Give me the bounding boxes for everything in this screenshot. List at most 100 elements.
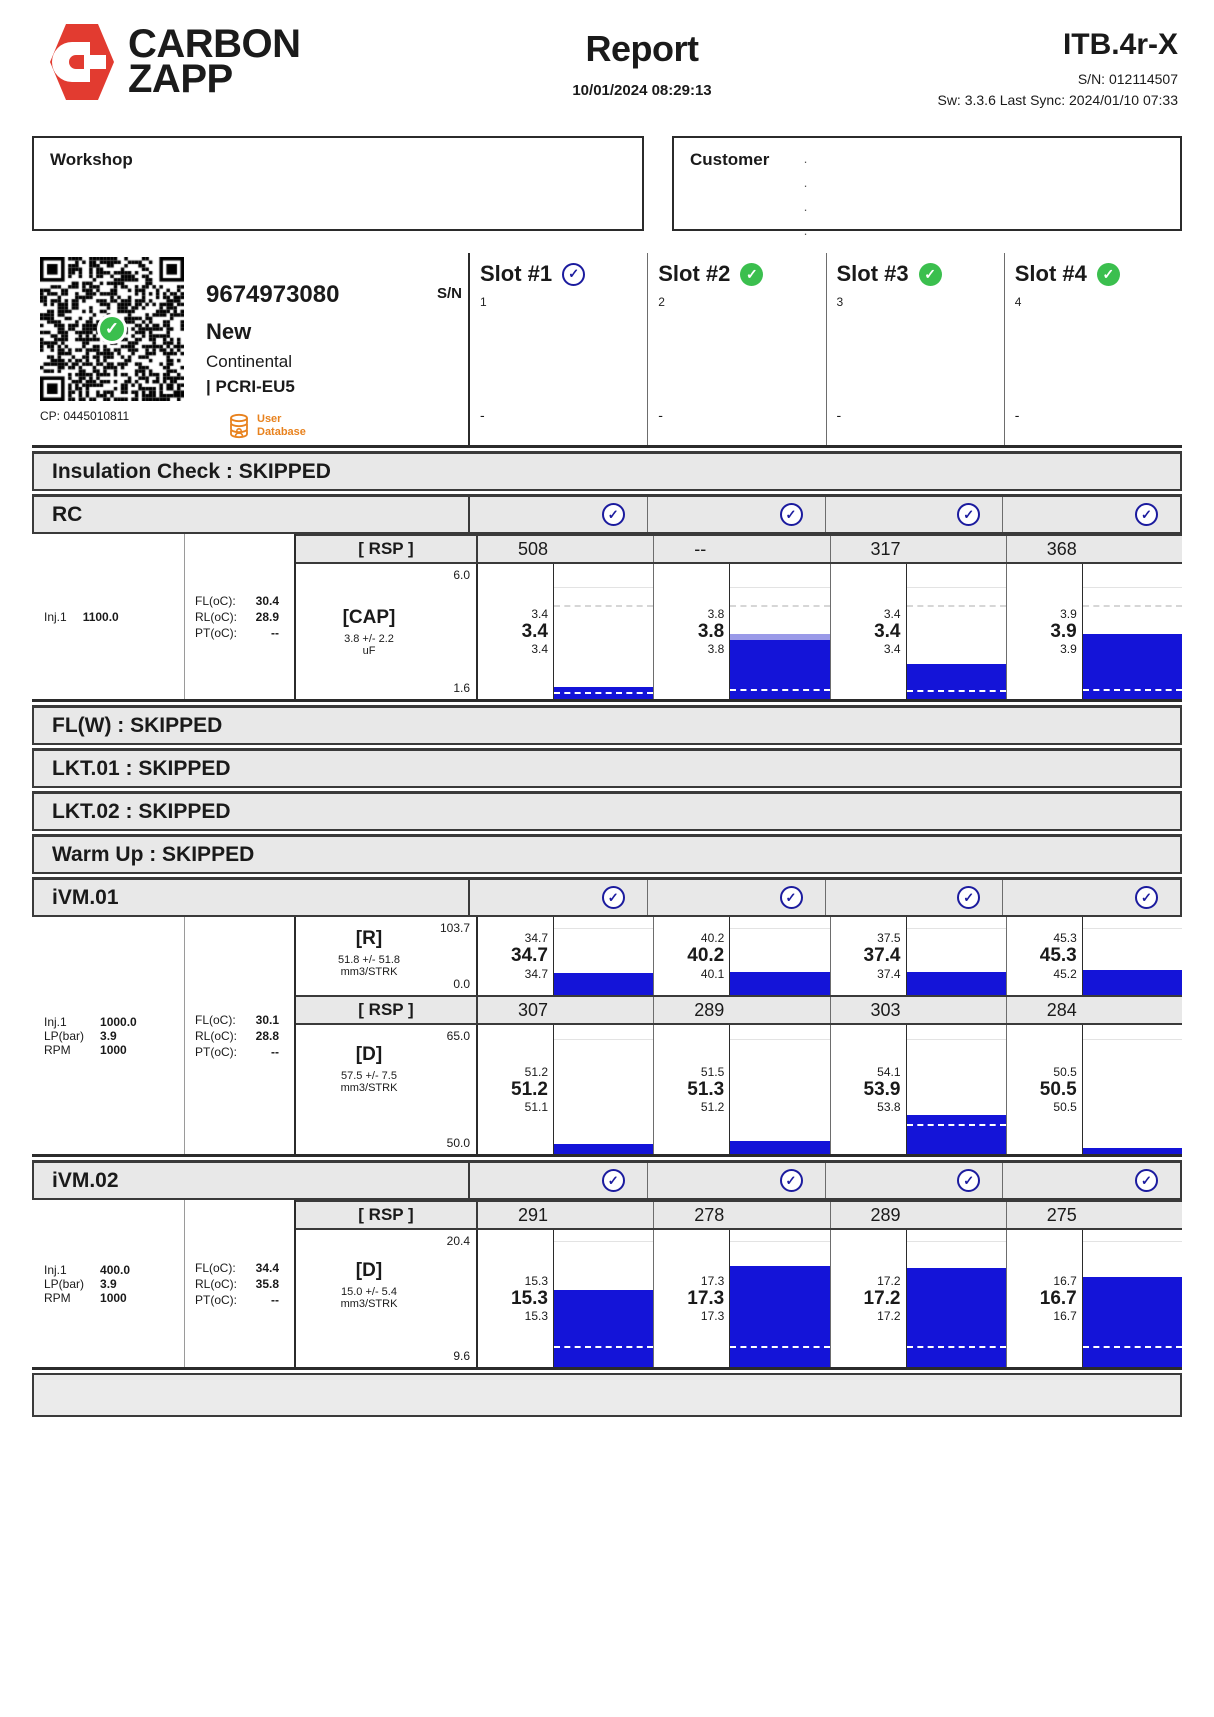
rc-rsp-slot-2: -- <box>654 536 831 562</box>
rc-inj-label: Inj.1 <box>44 609 67 624</box>
ivm01-status-slot-2: ✓ <box>648 880 826 915</box>
rc-rsp-slot-4: 368 <box>1046 538 1077 559</box>
value-mean: 16.7 <box>1039 1287 1077 1309</box>
product-identity: ✓ CP: 0445010811 9674973080 New Continen… <box>32 253 468 445</box>
value-high: 50.5 <box>1053 1064 1077 1079</box>
ivm02-d-values-3: 17.2 17.2 17.2 <box>831 1230 907 1367</box>
section-insulation-check: Insulation Check : SKIPPED <box>32 451 1182 491</box>
rc-inj-value: 1100.0 <box>82 609 119 624</box>
value-low: 40.1 <box>700 966 725 981</box>
workshop-label: Workshop <box>50 150 133 169</box>
customer-box[interactable]: Customer · · · · <box>672 136 1182 241</box>
rc-values-3: 3.4 3.4 3.4 <box>831 564 907 699</box>
ivm01-r-cell-2: 40.2 40.2 40.1 <box>654 917 831 995</box>
check-circle-icon: ✓ <box>97 314 127 344</box>
brand-wordmark: CARBON ZAPP <box>128 24 301 99</box>
ivm02-temp-label: RL(oC): <box>195 1276 238 1291</box>
value-high: 3.4 <box>883 606 901 621</box>
value-mean: 3.4 <box>874 620 901 642</box>
ivm02-status-slot-4: ✓ <box>1003 1163 1180 1198</box>
value-mean: 37.4 <box>863 945 901 967</box>
ivm01-r-plot-2 <box>730 917 830 995</box>
ivm01-r-cell-1: 34.7 34.7 34.7 <box>478 917 655 995</box>
workshop-customer-row: Workshop Customer · · · · <box>32 136 1182 241</box>
value-high: 34.7 <box>524 931 548 946</box>
ivm01-rsp-row: [ RSP ] 307 289 303 284 <box>296 995 1182 1025</box>
ivm01-r-values-1: 34.7 34.7 34.7 <box>478 917 554 995</box>
slot-column-4[interactable]: Slot #4 ✓ 4 - <box>1005 253 1182 445</box>
product-meta: 9674973080 New Continental | PCRI-EU5 S/… <box>206 257 468 439</box>
report-title-block: Report 10/01/2024 08:29:13 <box>432 22 852 99</box>
ivm01-chart-column: 103.7 0.0 [R] 51.8 +/- 51.8 mm3/STRK 34.… <box>294 917 1182 1154</box>
ivm02-rsp-slot-3: 289 <box>831 1202 1007 1228</box>
ivm02-inj-label: Inj.1 <box>44 1262 67 1277</box>
value-high: 17.3 <box>700 1273 725 1288</box>
check-circle-outline-icon: ✓ <box>779 886 803 909</box>
ivm02-d-plot-3 <box>906 1230 1006 1367</box>
slot-column-2[interactable]: Slot #2 ✓ 2 - <box>648 253 827 445</box>
value-high: 15.3 <box>524 1273 548 1288</box>
ivm01-inj-label: RPM <box>44 1042 71 1057</box>
ivm02-d-plot-2 <box>730 1230 830 1367</box>
ivm01-r-cell-3: 37.5 37.4 37.4 <box>831 917 1007 995</box>
value-low: 3.9 <box>1060 642 1077 657</box>
section-rc-title: RC <box>32 494 468 534</box>
qr-code[interactable]: ✓ <box>40 257 184 401</box>
section-ivm01-header: iVM.01 ✓ ✓ ✓ ✓ <box>32 877 1182 917</box>
ivm02-d-plot-1 <box>554 1230 654 1367</box>
cp-code: CP: 0445010811 <box>40 409 130 423</box>
rc-status-slot-2: ✓ <box>648 497 826 532</box>
value-low: 3.4 <box>883 642 901 657</box>
value-mean: 15.3 <box>511 1287 548 1309</box>
rc-plot-1 <box>554 564 654 699</box>
ivm01-temp-label: PT(oC): <box>195 1044 237 1059</box>
ivm02-temp-value: 34.4 <box>255 1260 280 1275</box>
ivm02-status-slot-1: ✓ <box>470 1163 648 1198</box>
value-high: 3.9 <box>1060 606 1077 621</box>
value-mean: 51.2 <box>511 1078 548 1100</box>
ivm02-d-cells: 15.3 15.3 15.3 17.3 17.3 <box>478 1230 1182 1367</box>
ivm01-inj-label: LP(bar) <box>44 1028 85 1043</box>
ivm02-d-plot-4 <box>1082 1230 1182 1367</box>
ivm02-temp-label: FL(oC): <box>195 1260 236 1275</box>
slot-column-3[interactable]: Slot #3 ✓ 3 - <box>827 253 1005 445</box>
section-rc-header: RC ✓ ✓ ✓ ✓ <box>32 494 1182 534</box>
rc-cell-slot-3: 3.4 3.4 3.4 <box>831 564 1007 699</box>
workshop-box[interactable]: Workshop <box>32 136 644 231</box>
value-high: 17.2 <box>877 1273 901 1288</box>
slot-value: - <box>658 407 663 423</box>
rc-chart-column: [ RSP ] 508 -- 317 368 6.0 1.6 [CAP] 3.8… <box>294 534 1182 699</box>
ivm02-temp-value: -- <box>271 1292 280 1307</box>
value-mean: 3.8 <box>697 620 725 642</box>
slot-head: Slot #3 ✓ <box>837 261 994 287</box>
rc-temp-value: 28.9 <box>255 609 280 624</box>
customer-label: Customer <box>690 150 770 169</box>
rc-plot-4 <box>1082 564 1182 699</box>
rc-status-slot-3: ✓ <box>826 497 1004 532</box>
ivm01-d-graph-row: 65.0 50.0 [D] 57.5 +/- 7.5 mm3/STRK 51.2… <box>296 1025 1182 1154</box>
customer-line: · <box>803 202 808 218</box>
slot-column-1[interactable]: Slot #1 ✓ 1 - <box>470 253 649 445</box>
ivm02-rsp-row: [ RSP ] 291 278 289 275 <box>296 1200 1182 1230</box>
value-low: 45.2 <box>1053 966 1077 981</box>
ivm02-d-values-4: 16.7 16.7 16.7 <box>1007 1230 1083 1367</box>
section-ivm01-status: ✓ ✓ ✓ ✓ <box>468 877 1182 917</box>
value-low: 17.2 <box>877 1309 901 1324</box>
value-high: 16.7 <box>1053 1273 1077 1288</box>
ivm02-measurement-block: Inj.1 400.0 LP(bar) 3.9 RPM 1000 FL(oC): 34.… <box>32 1200 1182 1370</box>
userdb-line1: User <box>257 413 282 426</box>
rc-axis-max: 6.0 <box>453 568 470 582</box>
ivm01-r-cell-4: 45.3 45.3 45.2 <box>1007 917 1182 995</box>
ivm01-rsp-slot-2: 289 <box>654 997 831 1023</box>
section-ivm02-header: iVM.02 ✓ ✓ ✓ ✓ <box>32 1160 1182 1200</box>
ivm01-d-values-2: 51.5 51.3 51.2 <box>654 1025 731 1154</box>
ivm02-d-cell-1: 15.3 15.3 15.3 <box>478 1230 655 1367</box>
check-circle-outline-icon: ✓ <box>1135 886 1158 909</box>
database-user-icon <box>230 413 248 439</box>
rc-graph-cells: 3.4 3.4 3.4 3.8 <box>478 564 1182 699</box>
value-low: 3.8 <box>707 642 725 657</box>
user-database-badge: User Database <box>226 413 468 439</box>
ivm01-rsp-label: [ RSP ] <box>296 997 478 1023</box>
slot-index: 1 <box>480 295 487 309</box>
rc-legend-center: [CAP] 3.8 +/- 2.2 uF <box>296 607 442 657</box>
